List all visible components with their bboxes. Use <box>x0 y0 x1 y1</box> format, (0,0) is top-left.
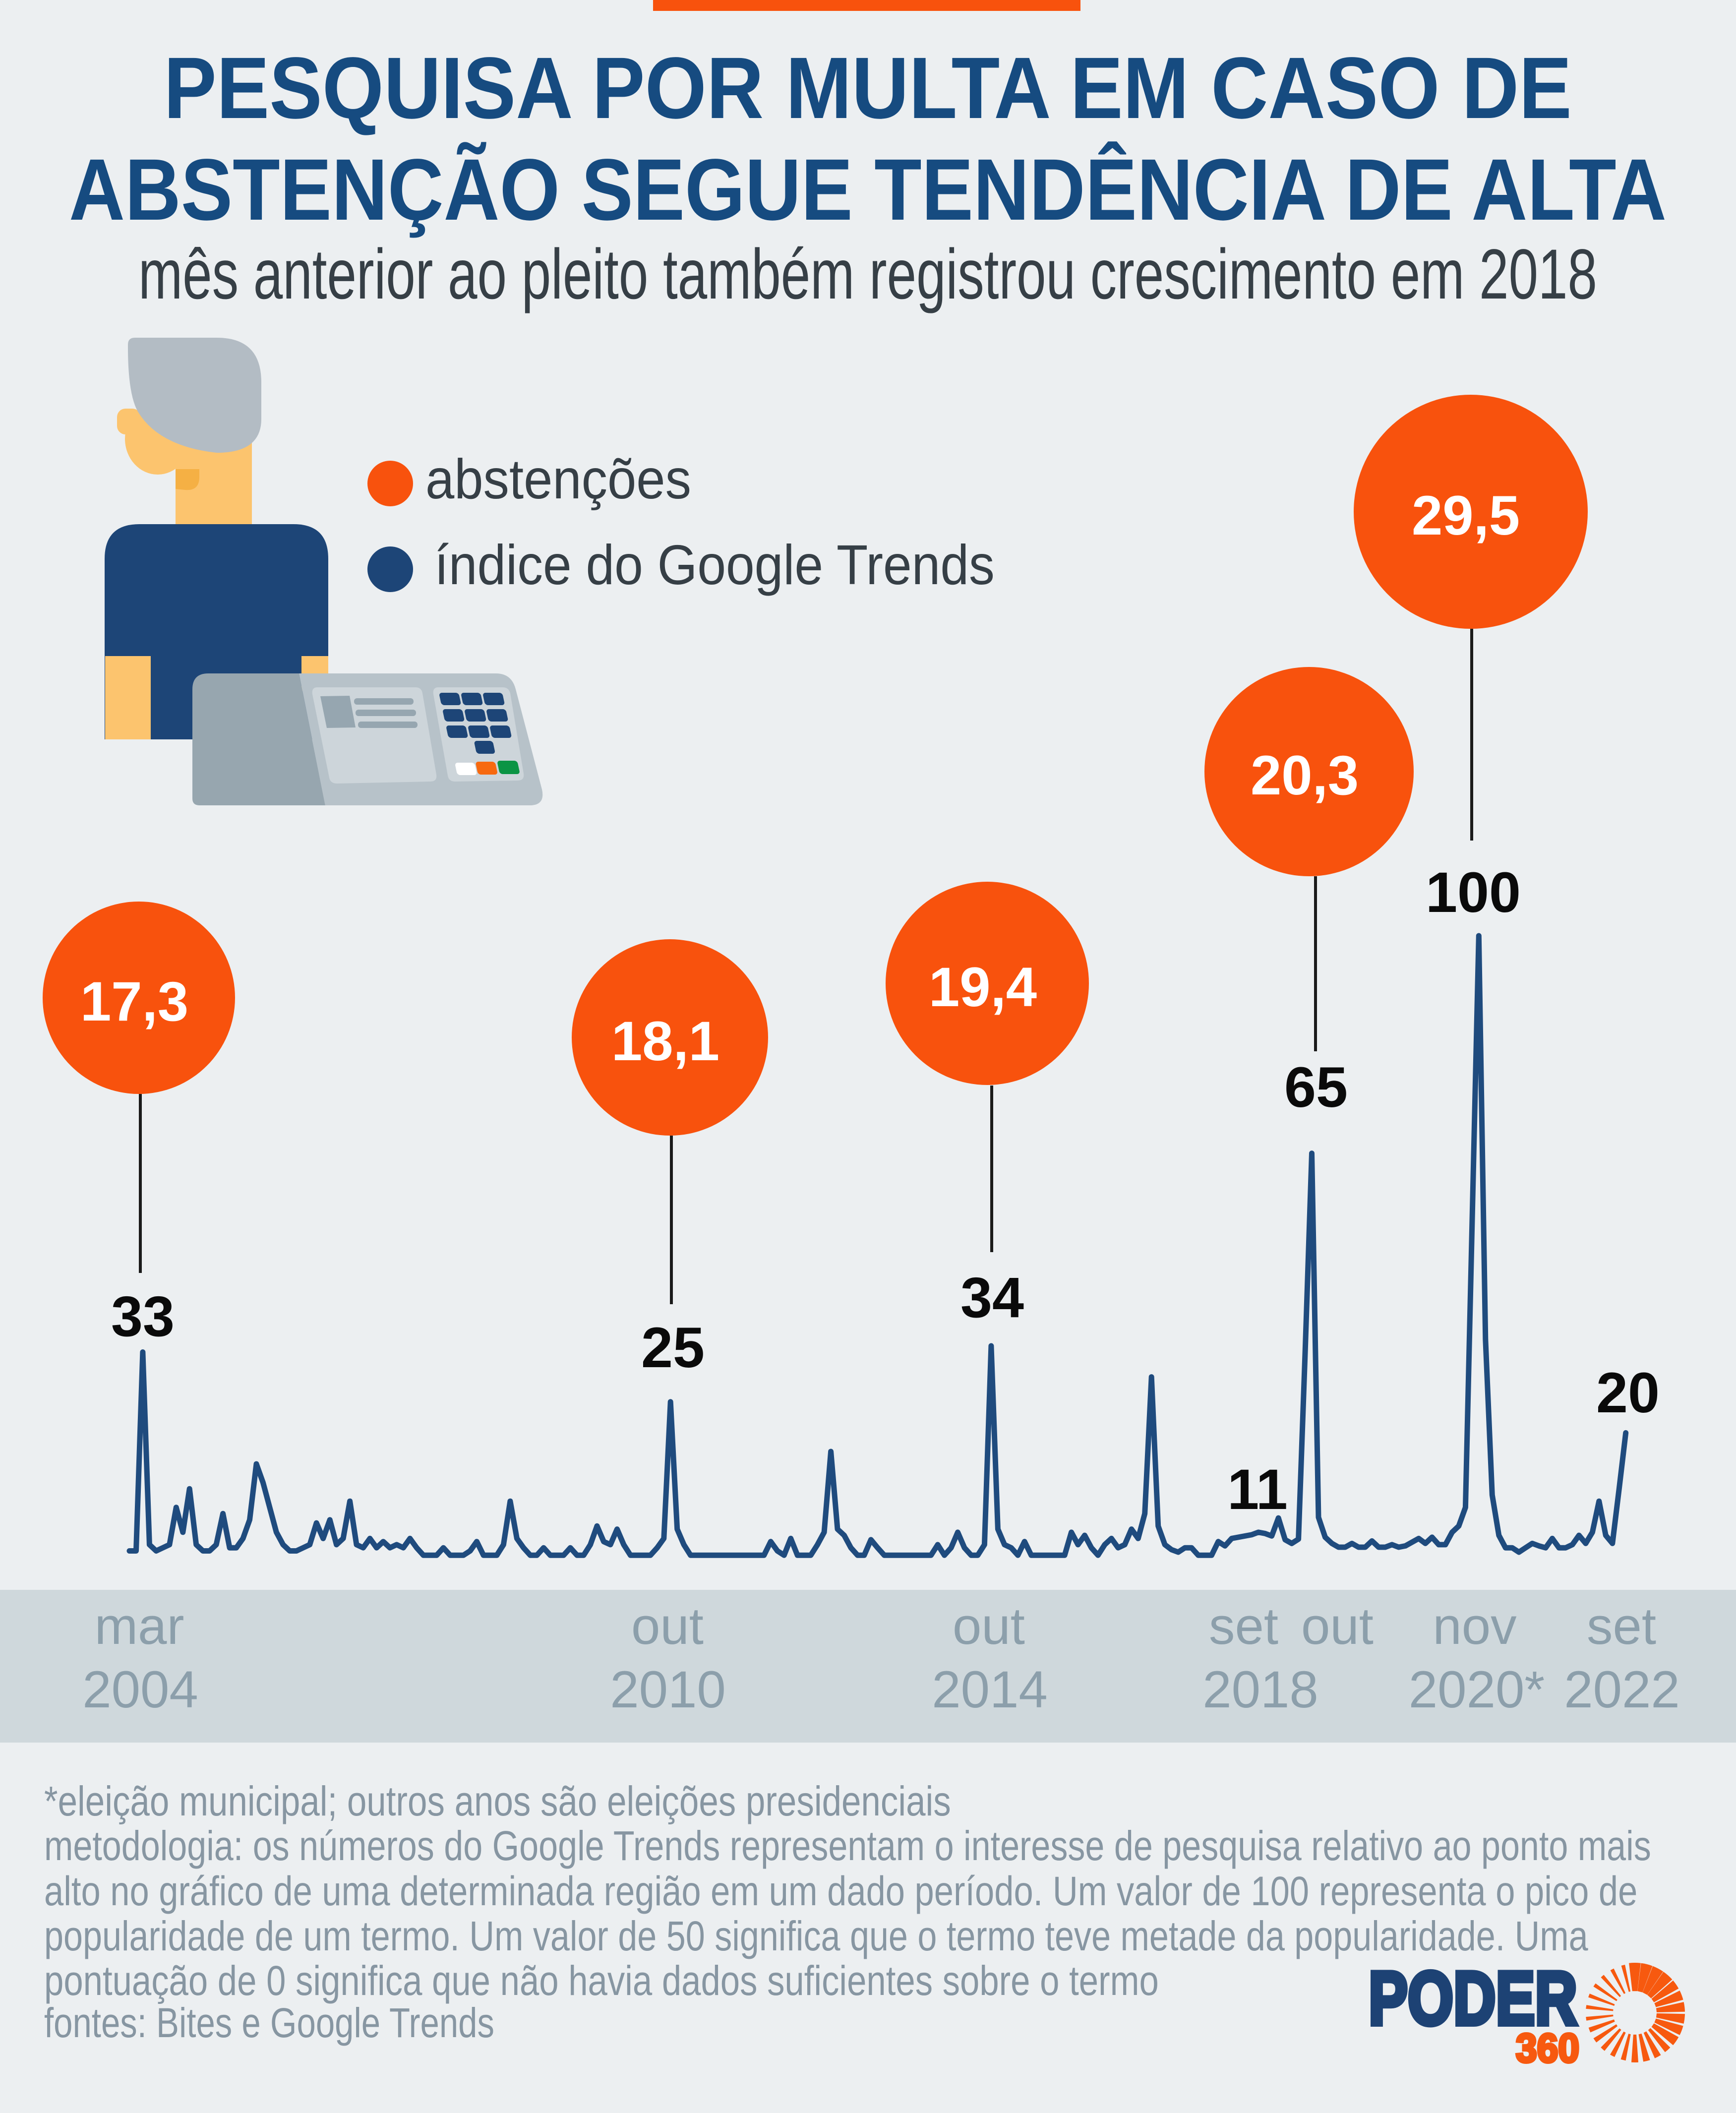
svg-text:2018: 2018 <box>1202 1661 1318 1719</box>
svg-text:fontes: Bites e Google Trends: fontes: Bites e Google Trends <box>44 2000 494 2047</box>
svg-text:20,3: 20,3 <box>1251 744 1359 806</box>
svg-text:mês anterior ao pleito também: mês anterior ao pleito também registrou … <box>138 235 1597 314</box>
svg-text:2022: 2022 <box>1564 1661 1680 1719</box>
svg-text:34: 34 <box>960 1266 1024 1329</box>
svg-text:11: 11 <box>1227 1458 1288 1521</box>
svg-text:2004: 2004 <box>82 1661 198 1719</box>
svg-text:mar: mar <box>95 1597 184 1655</box>
svg-text:out: out <box>953 1597 1025 1655</box>
svg-text:out: out <box>1301 1597 1374 1655</box>
svg-text:20: 20 <box>1596 1361 1660 1425</box>
svg-text:360: 360 <box>1516 2025 1579 2071</box>
svg-text:abstenções: abstenções <box>425 448 691 511</box>
svg-text:alto no gráfico de uma determi: alto no gráfico de uma determinada regiã… <box>44 1868 1637 1914</box>
svg-text:out: out <box>631 1597 704 1655</box>
svg-text:popularidade de um termo. Um v: popularidade de um termo. Um valor de 50… <box>44 1913 1589 1959</box>
svg-text:ABSTENÇÃO SEGUE TENDÊNCIA DE A: ABSTENÇÃO SEGUE TENDÊNCIA DE ALTA <box>69 141 1667 239</box>
svg-text:PESQUISA POR MULTA EM CASO DE: PESQUISA POR MULTA EM CASO DE <box>164 39 1572 137</box>
svg-text:*eleição municipal; outros ano: *eleição municipal; outros anos são elei… <box>44 1778 951 1824</box>
svg-text:2020*: 2020* <box>1409 1661 1545 1719</box>
svg-text:set: set <box>1587 1597 1656 1655</box>
svg-text:2010: 2010 <box>610 1661 726 1719</box>
svg-text:PODER: PODER <box>1369 1956 1577 2041</box>
svg-text:65: 65 <box>1284 1056 1348 1119</box>
svg-text:17,3: 17,3 <box>80 970 188 1032</box>
svg-text:33: 33 <box>111 1285 175 1348</box>
svg-text:metodologia: os números do Goo: metodologia: os números do Google Trends… <box>44 1823 1651 1869</box>
svg-text:2014: 2014 <box>932 1661 1048 1719</box>
svg-text:19,4: 19,4 <box>929 956 1037 1018</box>
svg-text:100: 100 <box>1426 861 1521 924</box>
svg-text:nov: nov <box>1433 1597 1517 1655</box>
svg-text:índice do Google Trends: índice do Google Trends <box>434 534 995 596</box>
svg-text:18,1: 18,1 <box>611 1010 719 1072</box>
svg-text:25: 25 <box>641 1316 705 1380</box>
svg-text:29,5: 29,5 <box>1412 484 1520 546</box>
svg-text:pontuação de 0 significa que n: pontuação de 0 significa que não havia d… <box>44 1958 1159 2004</box>
svg-text:set: set <box>1209 1597 1278 1655</box>
